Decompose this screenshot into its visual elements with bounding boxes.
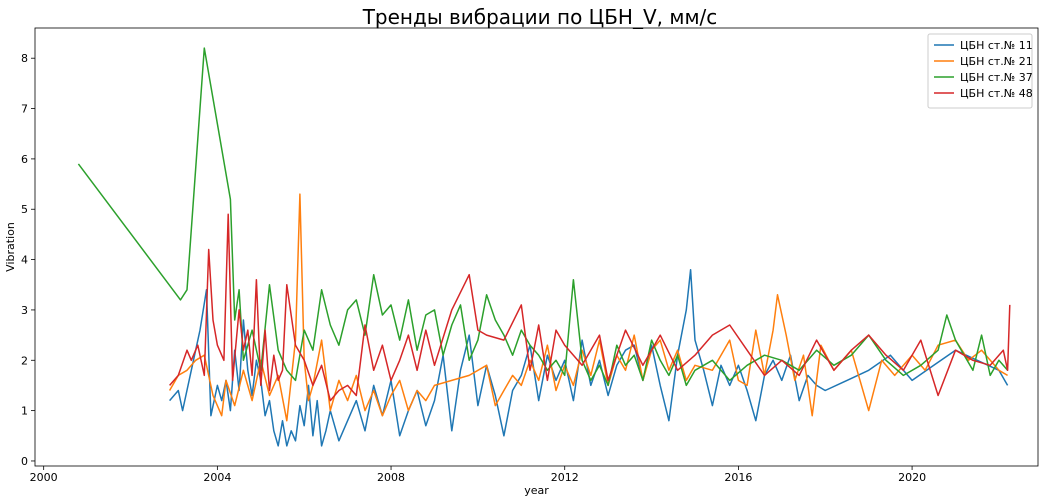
y-tick-label: 6 xyxy=(21,153,28,166)
plot-frame xyxy=(34,27,1039,467)
y-tick-label: 5 xyxy=(21,203,28,216)
y-tick-label: 7 xyxy=(21,103,28,116)
x-tick-label: 2016 xyxy=(724,471,752,484)
x-tick-label: 2008 xyxy=(377,471,405,484)
legend-entry: ЦБН ст.№ 48 xyxy=(960,87,1033,100)
x-tick-label: 2020 xyxy=(898,471,926,484)
y-tick-label: 0 xyxy=(21,455,28,468)
y-axis-label: Vibration xyxy=(4,222,17,272)
y-tick-label: 2 xyxy=(21,354,28,367)
legend-entry: ЦБН ст.№ 21 xyxy=(960,55,1033,68)
y-axis: 0 1 2 3 4 5 6 7 8 xyxy=(21,52,35,468)
x-axis: 2000 2004 2008 2012 2016 2020 xyxy=(30,466,926,484)
y-tick-label: 1 xyxy=(21,405,28,418)
legend: ЦБН ст.№ 11 ЦБН ст.№ 21 ЦБН ст.№ 37 ЦБН ст.… xyxy=(927,33,1033,109)
legend-entry: ЦБН ст.№ 11 xyxy=(960,39,1033,52)
x-tick-label: 2000 xyxy=(30,471,58,484)
chart-title: Тренды вибрации по ЦБН_V, мм/с xyxy=(362,5,718,29)
y-tick-label: 3 xyxy=(21,304,28,317)
legend-entry: ЦБН ст.№ 37 xyxy=(960,71,1033,84)
y-tick-label: 4 xyxy=(21,254,28,267)
y-tick-label: 8 xyxy=(21,52,28,65)
series-line-2 xyxy=(168,193,1008,422)
legend-box xyxy=(927,33,1033,109)
series-line-1 xyxy=(169,268,1009,447)
series-line-4 xyxy=(169,213,1011,402)
x-axis-label: year xyxy=(524,484,549,497)
x-tick-label: 2012 xyxy=(551,471,579,484)
series-layer xyxy=(77,47,1011,447)
x-tick-label: 2004 xyxy=(203,471,231,484)
